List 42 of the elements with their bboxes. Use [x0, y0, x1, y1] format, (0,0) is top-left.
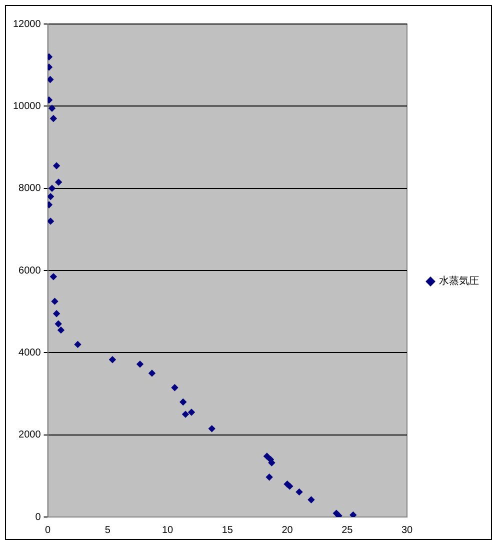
x-tick-label: 10 [162, 524, 174, 536]
point [48, 184, 56, 192]
point [48, 218, 54, 225]
x-tick-label: 15 [222, 524, 234, 536]
point [48, 76, 54, 84]
point [52, 162, 60, 170]
point [54, 320, 62, 328]
point [48, 104, 56, 112]
point [350, 511, 357, 517]
y-tick-label: 8000 [18, 183, 42, 194]
y-tick-label: 2000 [18, 430, 42, 441]
point [188, 408, 196, 416]
point [57, 326, 65, 334]
x-tick-label: 0 [45, 524, 52, 536]
y-tick-label: 4000 [18, 347, 42, 358]
point [308, 496, 315, 504]
point [180, 398, 187, 406]
point [171, 384, 178, 392]
point [74, 340, 82, 348]
point [208, 425, 216, 432]
x-tick-label: 20 [282, 524, 294, 536]
point [52, 310, 60, 318]
y-tick-label: 6000 [18, 265, 42, 276]
point [50, 273, 58, 280]
point [136, 360, 144, 368]
point [50, 114, 58, 122]
y-tick-label: 12000 [12, 18, 42, 30]
point [108, 356, 116, 364]
point [54, 178, 62, 186]
x-tick-label: 5 [104, 524, 111, 536]
point [51, 298, 58, 305]
point [48, 192, 54, 200]
x-tick-label: 25 [342, 524, 354, 536]
point [296, 488, 303, 496]
point [286, 482, 294, 490]
x-tick-label: 30 [401, 524, 413, 536]
y-tick-label: 0 [35, 512, 42, 523]
point [182, 410, 190, 418]
point [266, 474, 273, 481]
legend-label: 水蒸気圧 [439, 275, 479, 288]
point [148, 370, 156, 377]
y-tick-label: 10000 [12, 100, 42, 112]
